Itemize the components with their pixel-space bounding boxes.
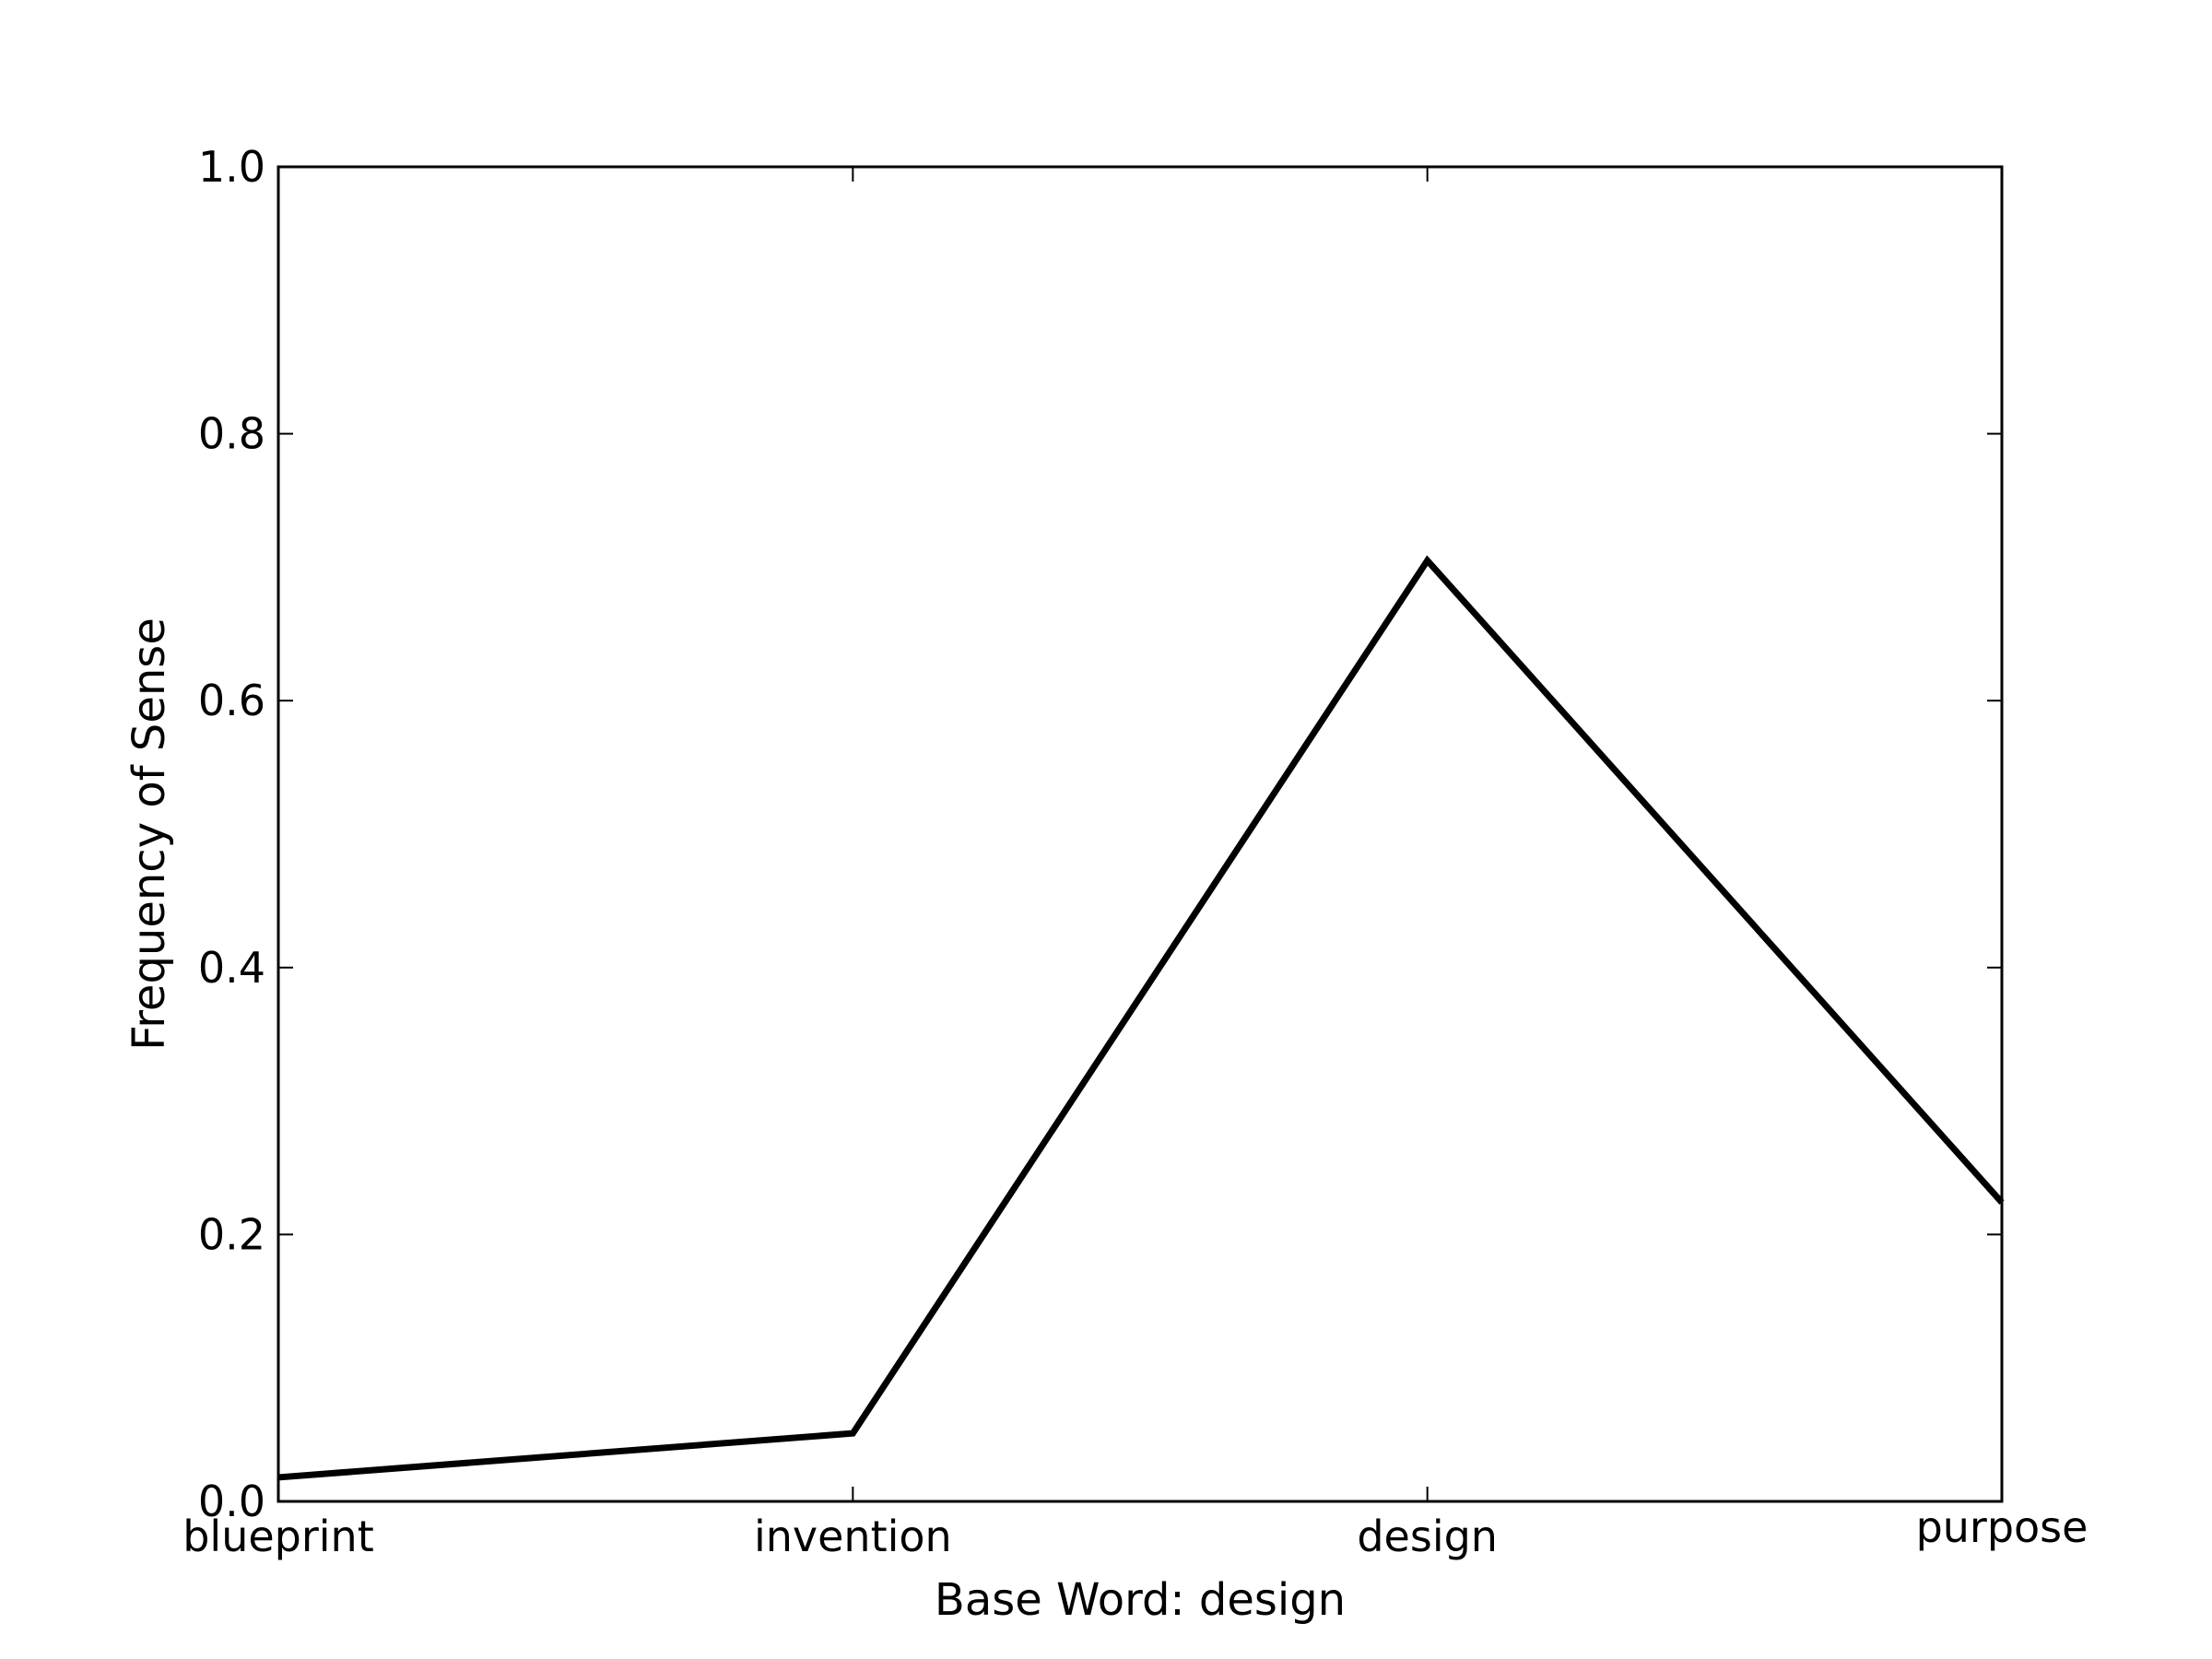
x-tick-label: design [1357,1512,1498,1561]
x-axis-label: Base Word: design [935,1574,1346,1626]
x-tick-labels: blueprint invention design purpose [182,1502,2088,1561]
y-tick-label: 0.6 [198,676,265,725]
y-tick-label: 0.8 [198,409,265,459]
y-tick-label: 1.0 [198,142,265,192]
x-tick-label: invention [754,1512,952,1561]
y-tick-labels: 0.0 0.2 0.4 0.6 0.8 1.0 [198,142,265,1526]
x-tick-label: blueprint [182,1512,374,1561]
series-line [277,555,2005,1481]
y-tick-label: 0.4 [198,943,265,993]
series-layer [277,555,2005,1481]
plot-area [278,167,2002,1501]
y-tick-label: 0.2 [198,1209,265,1259]
y-tick-label: 0.0 [198,1477,265,1526]
y-axis-label: Frequency of Sense [124,618,175,1051]
plot-frame [276,165,2004,1503]
x-tick-label: purpose [1916,1502,2088,1552]
